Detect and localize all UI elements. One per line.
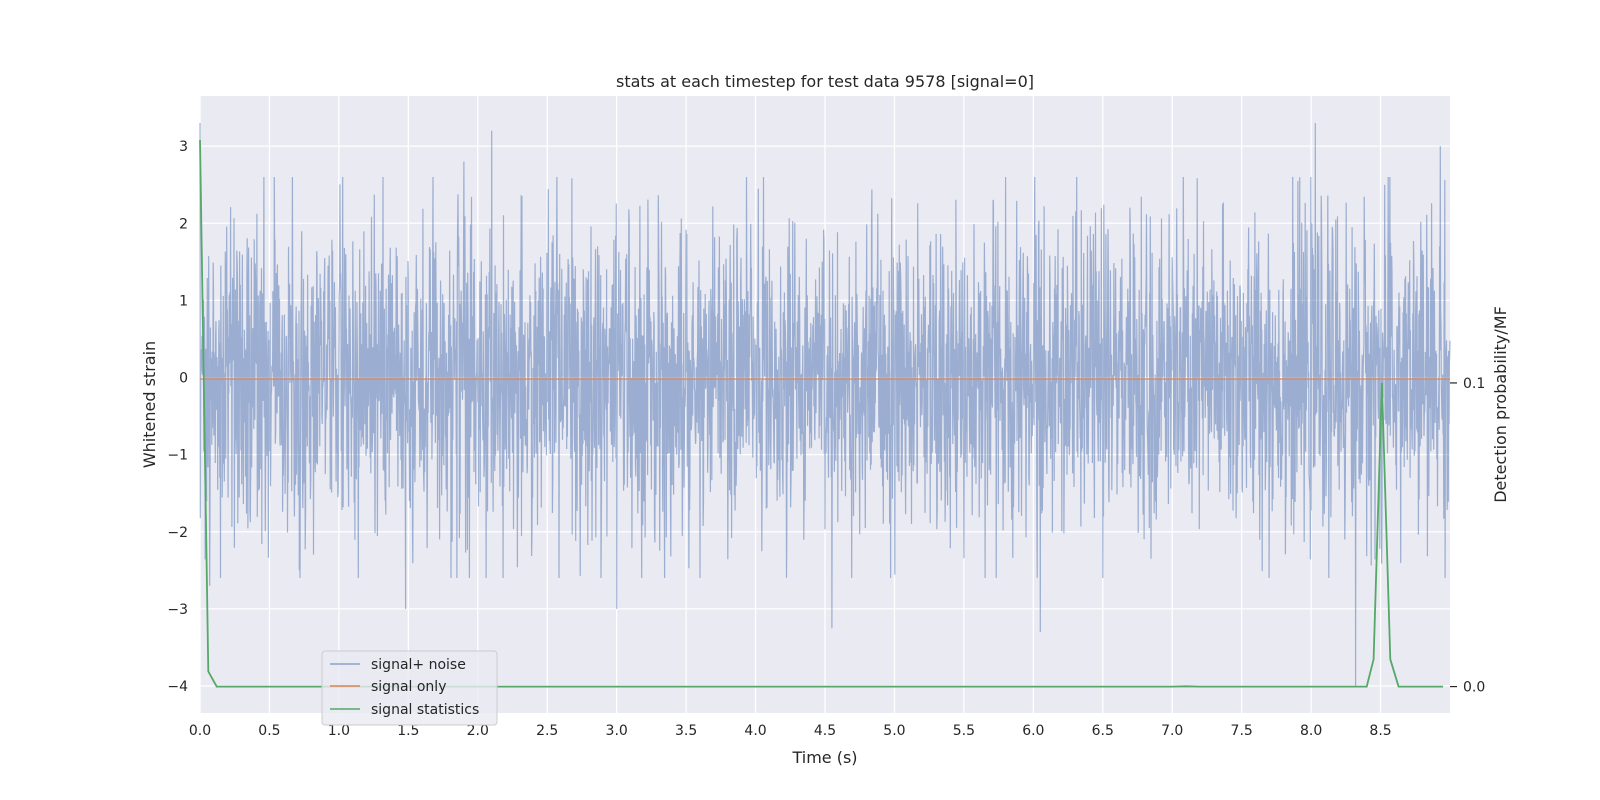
x-tick-label: 1.0 (328, 723, 350, 739)
x-tick-label: 0.0 (189, 723, 211, 739)
y-tick-label: 2 (179, 216, 188, 232)
x-tick-label: 5.0 (883, 723, 905, 739)
y-axis-label: Whitened strain (140, 341, 159, 468)
y2-tick-label: 0.1 (1463, 376, 1485, 392)
x-tick-label: 3.5 (675, 723, 697, 739)
legend-label-signal-noise: signal+ noise (371, 657, 466, 673)
y-tick-label: −4 (167, 679, 188, 695)
legend-box (321, 650, 498, 726)
x-tick-label: 6.5 (1092, 723, 1114, 739)
x-tick-label: 5.5 (953, 723, 975, 739)
y2-tick-label: 0.0 (1463, 680, 1485, 696)
x-tick-label: 4.0 (744, 723, 766, 739)
x-axis-label: Time (s) (791, 748, 857, 767)
x-tick-label: 8.5 (1369, 723, 1391, 739)
legend-label-signal-statistics: signal statistics (371, 702, 479, 718)
x-tick-label: 4.5 (814, 723, 836, 739)
x-tick-label: 0.5 (258, 723, 280, 739)
x-tick-label: 7.0 (1161, 723, 1183, 739)
x-tick-label: 6.0 (1022, 723, 1044, 739)
y-tick-label: 1 (179, 293, 188, 309)
x-tick-label: 8.0 (1300, 723, 1322, 739)
chart-title: stats at each timestep for test data 957… (616, 72, 1034, 91)
axes-layer: 0.0 0.5 1.0 1.5 2.0 2.5 3.0 3.5 4.0 4.5 5.0 5.5 6.0 6… (167, 139, 1485, 739)
x-tick-label: 7.5 (1231, 723, 1253, 739)
legend-label-signal-only: signal only (371, 679, 446, 695)
legend: signal+ noise signal only signal statist… (321, 650, 498, 726)
x-tick-label: 3.0 (606, 723, 628, 739)
y-tick-label: 0 (179, 371, 188, 387)
y2-axis-label: Detection probability/MF (1491, 306, 1510, 503)
x-tick-label: 1.5 (397, 723, 419, 739)
x-tick-label: 2.5 (536, 723, 558, 739)
y-tick-label: 3 (179, 139, 188, 155)
y-tick-label: −2 (167, 525, 188, 541)
y-tick-label: −1 (167, 448, 188, 464)
y-tick-label: −3 (167, 602, 188, 618)
x-tick-label: 2.0 (467, 723, 489, 739)
series-signal-noise-line (199, 122, 1451, 687)
